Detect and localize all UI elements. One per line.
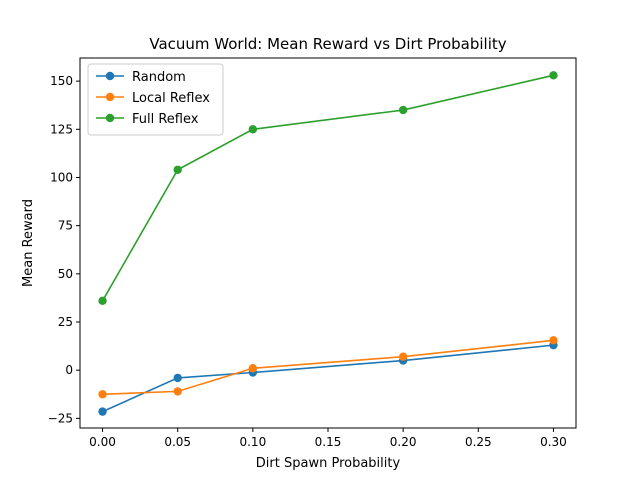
y-tick-label: −25 (48, 411, 73, 425)
legend-marker-1 (105, 92, 115, 102)
x-tick-label: 0.00 (89, 435, 116, 449)
data-point-2-1 (173, 165, 182, 174)
y-tick-label: 100 (50, 170, 73, 184)
y-tick-label: 50 (58, 267, 73, 281)
x-tick-label: 0.15 (315, 435, 342, 449)
y-tick-label: 150 (50, 74, 73, 88)
legend-marker-0 (105, 71, 115, 81)
data-point-1-2 (248, 364, 258, 373)
data-point-2-3 (398, 105, 408, 115)
y-tick-label: 25 (58, 315, 73, 329)
plot-area (98, 71, 558, 416)
legend-marker-2 (105, 113, 115, 123)
y-axis-label: Mean Reward (21, 199, 36, 287)
x-tick-label: 0.10 (239, 435, 266, 449)
x-tick-label: 0.30 (540, 435, 567, 449)
chart-title: Vacuum World: Mean Reward vs Dirt Probab… (149, 35, 506, 53)
legend-label-2: Full Reflex (132, 112, 199, 127)
x-tick-label: 0.20 (390, 435, 417, 449)
y-tick-label: 75 (58, 219, 73, 233)
x-tick-label: 0.25 (465, 435, 492, 449)
data-point-1-1 (173, 387, 182, 396)
legend-label-1: Local Reflex (132, 91, 210, 106)
axis-ticks: 0.00 0.05 0.10 0.15 0.20 0.25 0.30 −25 0 25 50 75 10… (48, 74, 567, 449)
data-point-2-2 (248, 125, 258, 134)
data-point-2-4 (549, 71, 558, 80)
data-point-1-4 (549, 336, 558, 345)
legend: Random Local Reflex Full Reflex (87, 63, 224, 136)
data-point-1-0 (98, 390, 107, 399)
data-point-0-1 (173, 373, 182, 383)
data-point-2-0 (98, 296, 107, 306)
y-tick-label: 0 (65, 363, 73, 377)
data-point-1-3 (398, 352, 408, 361)
y-tick-label: 125 (50, 122, 73, 136)
legend-label-0: Random (132, 70, 186, 85)
data-point-0-0 (98, 407, 107, 416)
x-tick-label: 0.05 (164, 435, 191, 449)
x-axis-label: Dirt Spawn Probability (256, 456, 401, 471)
